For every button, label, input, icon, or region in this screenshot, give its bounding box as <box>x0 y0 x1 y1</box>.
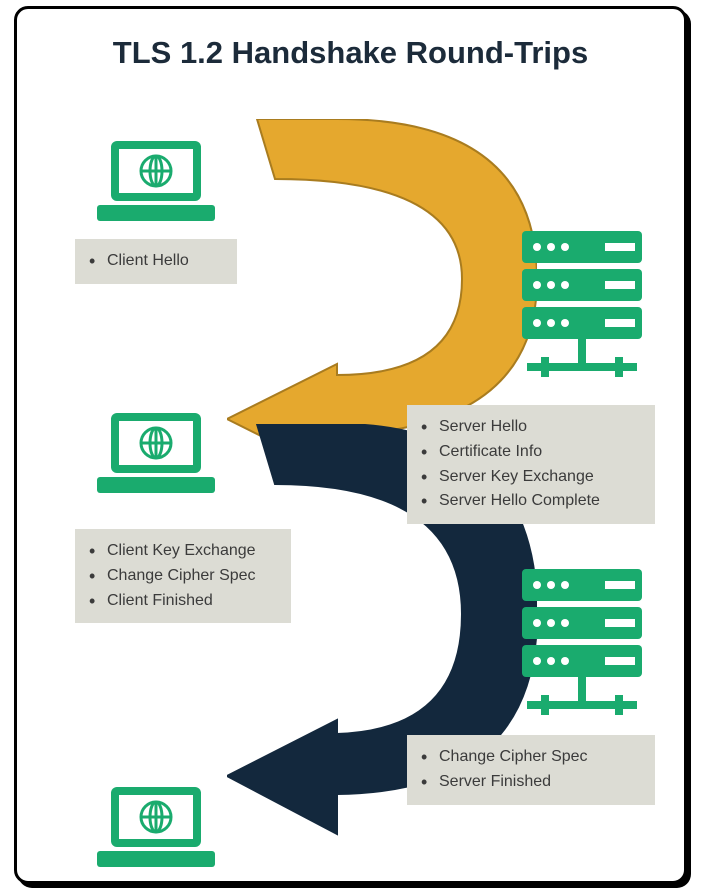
client-laptop-1-icon <box>97 137 215 225</box>
step-label: Client Key Exchange <box>89 539 277 564</box>
step-label: Client Hello <box>89 249 223 274</box>
client-key-exchange-box: Client Key Exchange Change Cipher Spec C… <box>75 529 291 623</box>
step-label: Server Finished <box>421 770 641 795</box>
client-laptop-3-icon <box>97 783 215 871</box>
step-label: Client Finished <box>89 589 277 614</box>
server-finished-box: Change Cipher Spec Server Finished <box>407 735 655 805</box>
client-hello-box: Client Hello <box>75 239 237 284</box>
client-laptop-2-icon <box>97 409 215 497</box>
server-1-icon <box>517 231 647 381</box>
diagram-title: TLS 1.2 Handshake Round-Trips <box>17 35 684 71</box>
step-label: Server Hello Complete <box>421 489 641 514</box>
step-label: Change Cipher Spec <box>89 564 277 589</box>
step-label: Change Cipher Spec <box>421 745 641 770</box>
server-hello-box: Server Hello Certificate Info Server Key… <box>407 405 655 524</box>
diagram-frame: TLS 1.2 Handshake Round-Trips Client Hel… <box>14 6 687 884</box>
server-2-icon <box>517 569 647 719</box>
step-label: Server Hello <box>421 415 641 440</box>
step-label: Certificate Info <box>421 440 641 465</box>
step-label: Server Key Exchange <box>421 465 641 490</box>
